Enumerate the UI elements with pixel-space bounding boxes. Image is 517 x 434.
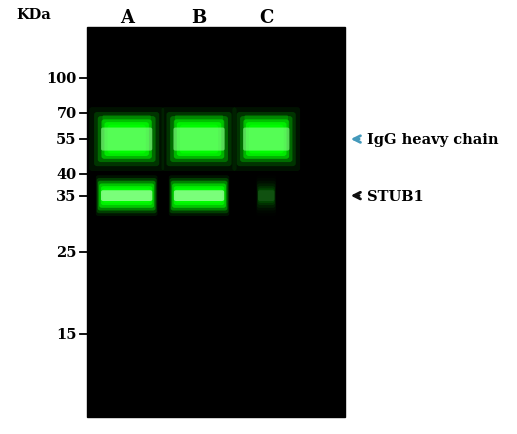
FancyBboxPatch shape	[101, 187, 153, 206]
Bar	[87, 28, 345, 417]
FancyBboxPatch shape	[169, 176, 229, 217]
Text: 25: 25	[56, 246, 77, 260]
FancyBboxPatch shape	[233, 108, 300, 171]
FancyBboxPatch shape	[171, 181, 227, 211]
FancyBboxPatch shape	[175, 115, 223, 131]
FancyBboxPatch shape	[246, 123, 286, 157]
FancyBboxPatch shape	[172, 184, 226, 208]
FancyBboxPatch shape	[89, 108, 164, 171]
FancyBboxPatch shape	[174, 191, 224, 201]
FancyBboxPatch shape	[104, 123, 149, 157]
Text: B: B	[191, 9, 207, 27]
FancyBboxPatch shape	[97, 178, 157, 214]
Text: STUB1: STUB1	[367, 189, 424, 203]
Text: 100: 100	[46, 72, 77, 86]
FancyBboxPatch shape	[103, 189, 150, 204]
Text: 15: 15	[56, 327, 77, 341]
FancyBboxPatch shape	[94, 113, 159, 167]
FancyBboxPatch shape	[161, 108, 237, 171]
Text: 40: 40	[56, 168, 77, 181]
Text: C: C	[259, 9, 273, 27]
Text: A: A	[119, 9, 134, 27]
FancyBboxPatch shape	[174, 120, 224, 159]
Text: IgG heavy chain: IgG heavy chain	[367, 133, 498, 147]
FancyBboxPatch shape	[180, 125, 218, 154]
FancyBboxPatch shape	[96, 176, 158, 217]
FancyBboxPatch shape	[173, 128, 225, 151]
FancyBboxPatch shape	[249, 125, 284, 154]
FancyBboxPatch shape	[257, 184, 276, 208]
Text: 35: 35	[56, 189, 77, 203]
FancyBboxPatch shape	[98, 181, 156, 211]
FancyBboxPatch shape	[240, 117, 293, 163]
Text: 70: 70	[56, 107, 77, 121]
FancyBboxPatch shape	[245, 115, 288, 131]
FancyBboxPatch shape	[174, 187, 224, 206]
FancyBboxPatch shape	[108, 125, 146, 154]
Text: KDa: KDa	[16, 8, 51, 22]
FancyBboxPatch shape	[258, 189, 275, 204]
FancyBboxPatch shape	[244, 120, 289, 159]
FancyBboxPatch shape	[170, 178, 229, 214]
FancyBboxPatch shape	[170, 117, 228, 163]
FancyBboxPatch shape	[177, 123, 221, 157]
FancyBboxPatch shape	[98, 117, 156, 163]
FancyBboxPatch shape	[257, 187, 275, 206]
FancyBboxPatch shape	[243, 128, 290, 151]
FancyBboxPatch shape	[101, 120, 152, 159]
FancyBboxPatch shape	[258, 191, 275, 201]
FancyBboxPatch shape	[102, 115, 151, 131]
Text: 55: 55	[56, 133, 77, 147]
FancyBboxPatch shape	[101, 191, 153, 201]
FancyBboxPatch shape	[166, 113, 232, 167]
FancyBboxPatch shape	[99, 184, 154, 208]
FancyBboxPatch shape	[237, 113, 296, 167]
FancyBboxPatch shape	[101, 128, 153, 151]
FancyBboxPatch shape	[176, 189, 222, 204]
